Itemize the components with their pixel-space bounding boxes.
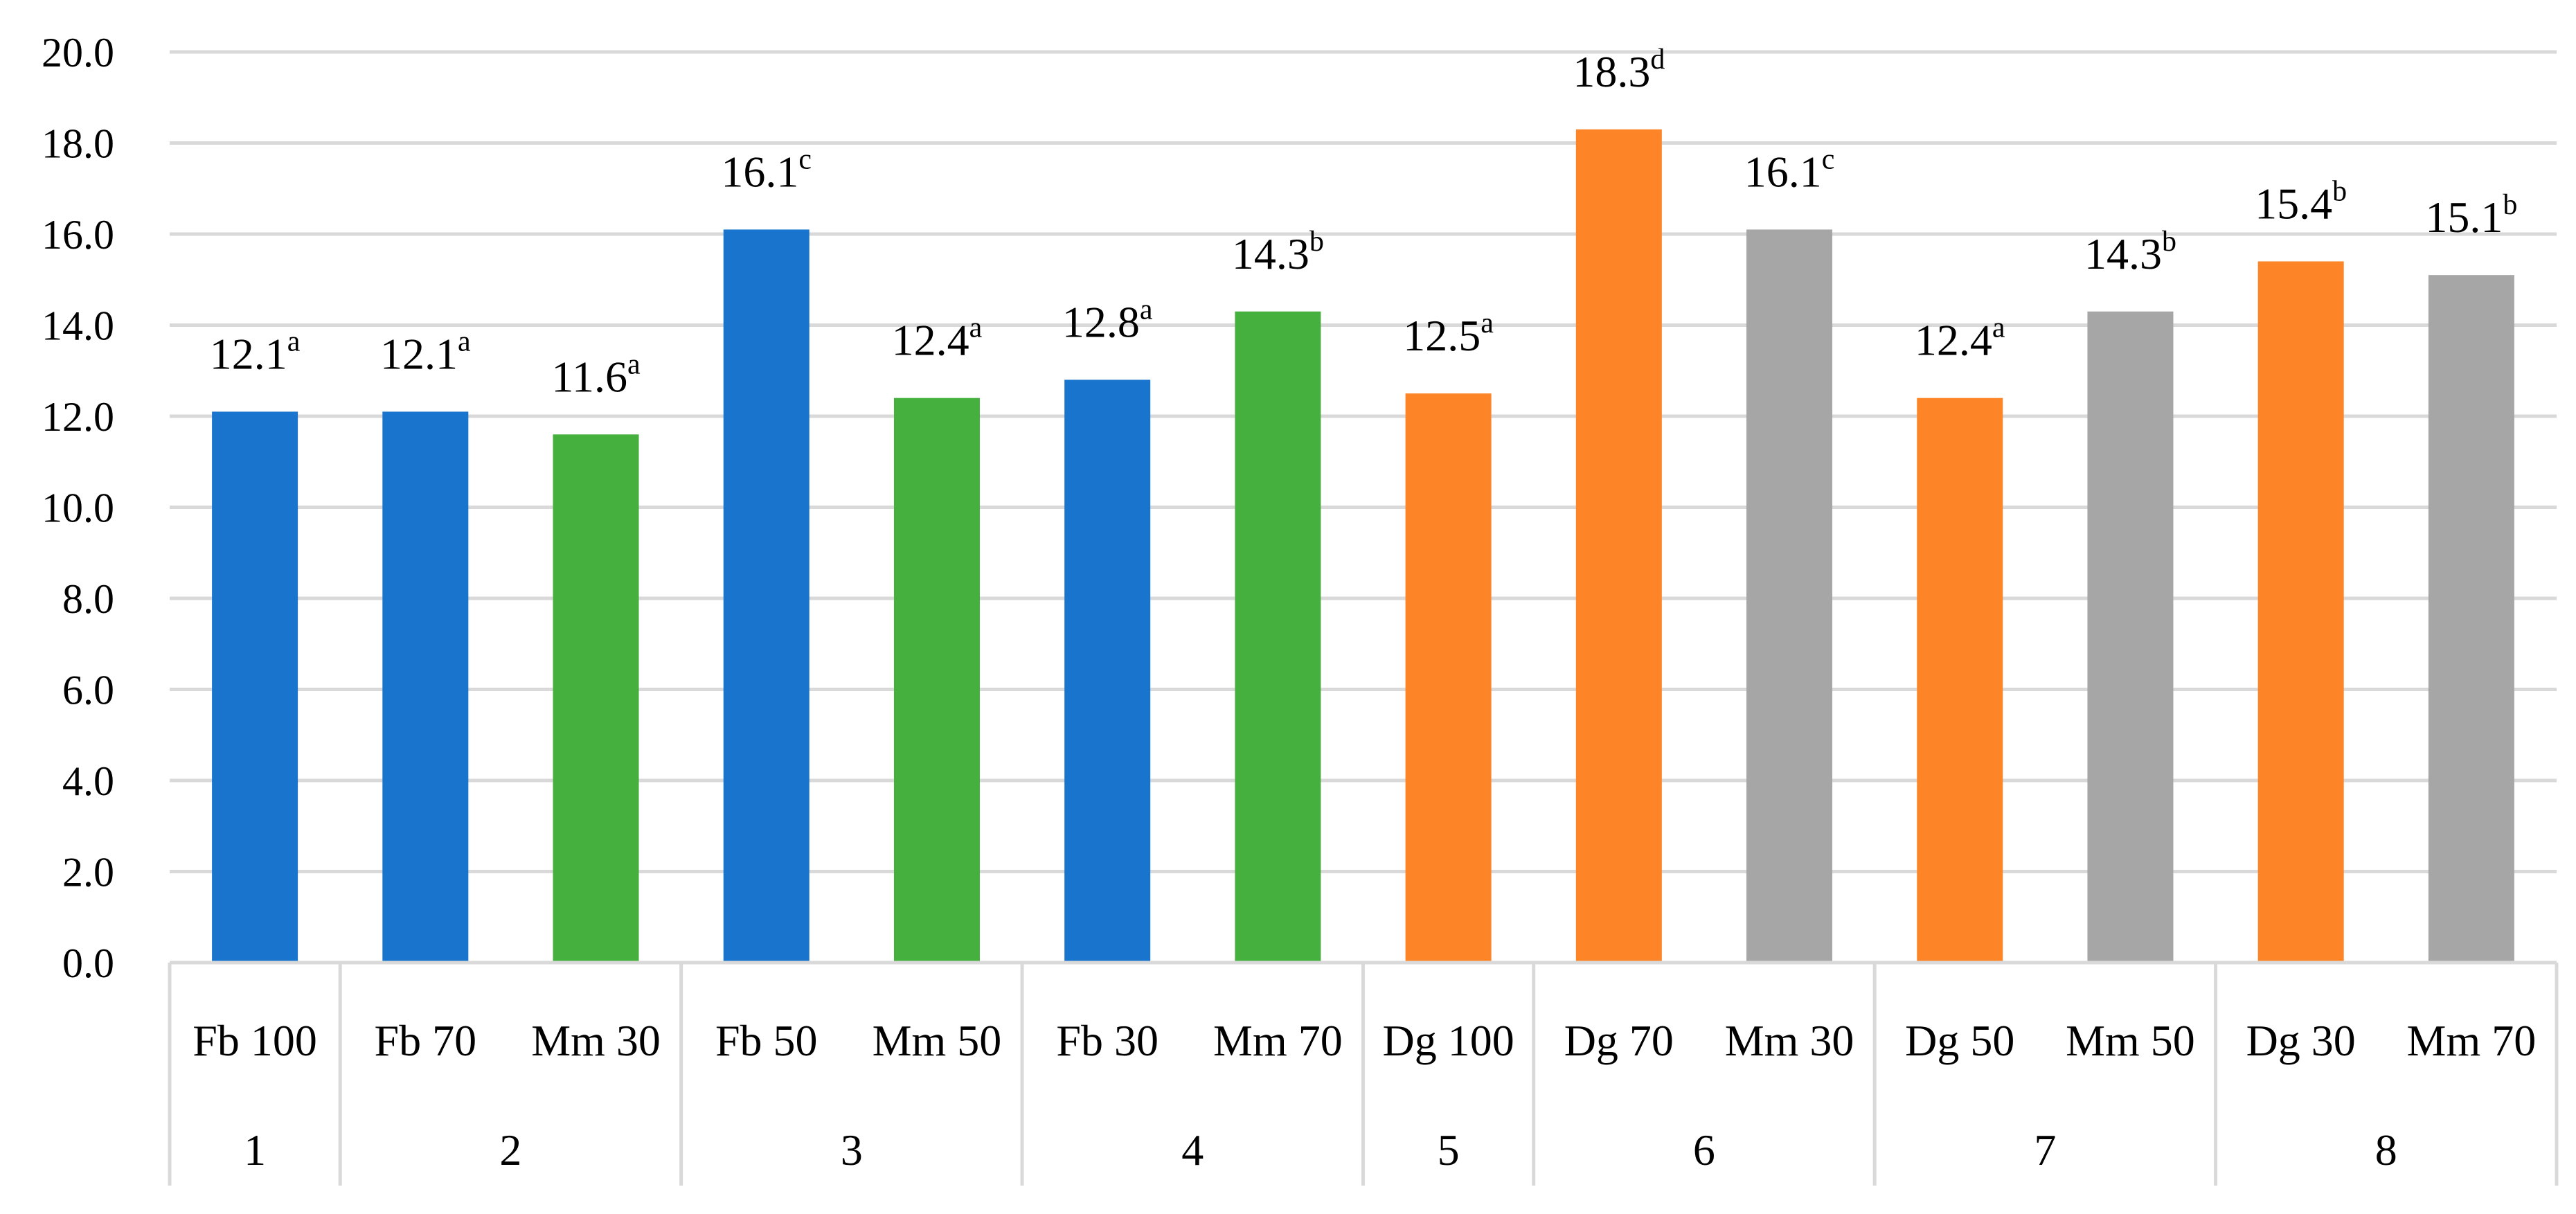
significance-letter: a — [627, 348, 641, 380]
data-label: 16.1c — [721, 143, 812, 196]
category-label: Dg 50 — [1905, 1016, 2014, 1065]
bar — [212, 411, 298, 963]
significance-letter: b — [2162, 226, 2176, 258]
significance-letter: a — [1481, 307, 1494, 339]
category-label: Dg 70 — [1564, 1016, 1674, 1065]
category-label: Mm 30 — [531, 1016, 661, 1065]
significance-letter: a — [1992, 312, 2005, 344]
y-tick-label: 18.0 — [42, 121, 114, 167]
data-label: 12.1a — [380, 325, 471, 378]
category-label: Mm 50 — [873, 1016, 1002, 1065]
bar — [893, 398, 980, 963]
significance-letter: c — [798, 143, 812, 175]
bar — [553, 434, 639, 963]
data-label: 16.1c — [1744, 143, 1835, 196]
bar — [382, 411, 469, 963]
y-tick-label: 10.0 — [42, 485, 114, 531]
data-label: 12.1a — [210, 325, 301, 378]
data-label: 14.3b — [2084, 226, 2176, 278]
category-label: Fb 50 — [715, 1016, 818, 1065]
significance-letter: d — [1650, 44, 1665, 75]
group-label: 7 — [2034, 1125, 2056, 1175]
y-tick-label: 4.0 — [62, 758, 114, 804]
group-label: 8 — [2375, 1125, 2397, 1175]
bar — [2257, 261, 2344, 963]
data-label: 12.4a — [1915, 312, 2005, 365]
significance-letter: a — [1140, 294, 1153, 325]
y-axis-ticks: 0.0 2.0 4.0 6.0 8.0 10.0 12.0 14.0 16.0 18.0 20.0 — [42, 30, 114, 986]
y-tick-label: 14.0 — [42, 303, 114, 349]
bar — [723, 229, 810, 963]
gridlines — [170, 50, 2557, 965]
category-label: Mm 70 — [1213, 1016, 1343, 1065]
data-label: 12.4a — [892, 312, 983, 365]
category-label: Dg 30 — [2246, 1016, 2356, 1065]
significance-letter: a — [287, 325, 301, 357]
group-label: 3 — [841, 1125, 863, 1175]
x-axis — [168, 961, 2559, 1186]
data-label: 11.6a — [551, 348, 641, 401]
category-label: Mm 30 — [1725, 1016, 1854, 1065]
category-label: Mm 50 — [2066, 1016, 2195, 1065]
significance-letter: b — [1309, 226, 1324, 258]
y-tick-label: 0.0 — [62, 940, 114, 986]
y-tick-label: 8.0 — [62, 576, 114, 622]
data-label: 15.1b — [2425, 189, 2517, 242]
y-tick-label: 6.0 — [62, 668, 114, 713]
bar — [1575, 129, 1662, 963]
bar — [1064, 380, 1151, 963]
category-label: Mm 70 — [2407, 1016, 2537, 1065]
bar — [1917, 398, 2003, 963]
group-labels: 1 2 3 4 5 6 7 8 — [244, 1125, 2397, 1175]
bar — [1235, 311, 1321, 963]
data-labels: 12.1a 12.1a 11.6a 16.1c 12.4a 12.8a 14.3b 12.5a… — [210, 44, 2518, 402]
bars — [212, 129, 2514, 963]
data-label: 12.5a — [1403, 307, 1494, 360]
data-label: 14.3b — [1232, 226, 1324, 278]
category-label: Fb 70 — [375, 1016, 477, 1065]
bar — [1746, 229, 1833, 963]
category-label: Fb 100 — [193, 1016, 317, 1065]
group-label: 5 — [1438, 1125, 1460, 1175]
y-tick-label: 2.0 — [62, 850, 114, 895]
data-label: 12.8a — [1062, 294, 1153, 346]
significance-letter: b — [2332, 175, 2347, 207]
data-label: 18.3d — [1573, 44, 1665, 96]
significance-letter: b — [2503, 189, 2517, 221]
significance-letter: c — [1822, 143, 1835, 175]
data-label: 15.4b — [2255, 175, 2347, 228]
y-tick-label: 16.0 — [42, 212, 114, 258]
category-label: Dg 100 — [1382, 1016, 1514, 1065]
bar — [2087, 311, 2174, 963]
significance-letter: a — [458, 325, 471, 357]
group-label: 2 — [499, 1125, 521, 1175]
y-tick-label: 12.0 — [42, 394, 114, 440]
bar — [2428, 275, 2514, 963]
group-label: 1 — [244, 1125, 266, 1175]
bar — [1405, 393, 1492, 963]
category-label: Fb 30 — [1056, 1016, 1159, 1065]
y-tick-label: 20.0 — [42, 30, 114, 75]
group-label: 4 — [1181, 1125, 1204, 1175]
significance-letter: a — [969, 312, 983, 344]
category-labels: Fb 100 Fb 70 Mm 30 Fb 50 Mm 50 Fb 30 Mm 70 Dg 1… — [193, 1016, 2536, 1065]
group-label: 6 — [1693, 1125, 1715, 1175]
